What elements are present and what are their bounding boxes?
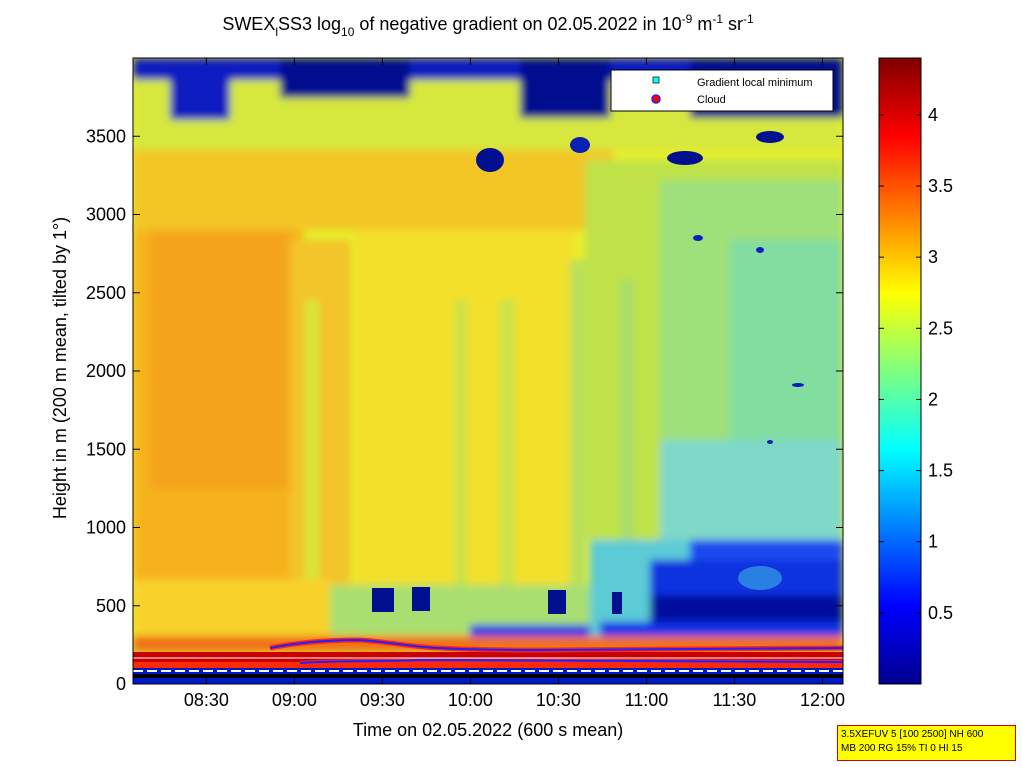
- x-tick-label: 12:00: [800, 690, 845, 710]
- y-axis: 0 500 1000 1500 2000 2500 3000 3500: [86, 126, 843, 694]
- colorbar-tick-label: 2: [928, 389, 938, 409]
- y-tick-label: 2000: [86, 361, 126, 381]
- colorbar-ticks: 0.5 1 1.5 2 2.5 3 3.5 4: [879, 105, 953, 623]
- x-axis-label: Time on 02.05.2022 (600 s mean): [353, 720, 624, 740]
- colorbar-tick-label: 1.5: [928, 461, 953, 481]
- y-tick-label: 1500: [86, 439, 126, 459]
- heatmap: [133, 58, 843, 684]
- colorbar-tick-label: 4: [928, 105, 938, 125]
- x-tick-label: 10:30: [536, 690, 581, 710]
- colorbar-tick-label: 2.5: [928, 318, 953, 338]
- y-tick-label: 3500: [86, 126, 126, 146]
- legend-marker-gradient-minimum: [652, 76, 660, 84]
- colorbar-tick-label: 3.5: [928, 176, 953, 196]
- legend-label-cloud: Cloud: [697, 94, 726, 106]
- x-tick-label: 09:30: [360, 690, 405, 710]
- legend: Gradient local minimum Cloud: [610, 69, 834, 112]
- y-tick-label: 2500: [86, 283, 126, 303]
- legend-label-gradient-minimum: Gradient local minimum: [697, 77, 813, 89]
- info-line-1: 3.5XEFUV 5 [100 2500] NH 600: [841, 729, 984, 740]
- colorbar: [878, 57, 922, 685]
- y-tick-label: 1000: [86, 518, 126, 538]
- colorbar-tick-label: 1: [928, 532, 938, 552]
- y-tick-label: 0: [116, 674, 126, 694]
- y-tick-label: 500: [96, 596, 126, 616]
- x-tick-label: 10:00: [448, 690, 493, 710]
- x-tick-label: 11:00: [625, 690, 669, 710]
- legend-marker-cloud: [651, 94, 661, 104]
- x-tick-label: 11:30: [713, 690, 757, 710]
- y-tick-label: 3000: [86, 205, 126, 225]
- y-axis-label: Height in m (200 m mean, tilted by 1°): [50, 217, 70, 519]
- colorbar-tick-label: 0.5: [928, 603, 953, 623]
- x-tick-label: 08:30: [184, 690, 229, 710]
- x-tick-label: 09:00: [272, 690, 317, 710]
- colorbar-tick-label: 3: [928, 247, 938, 267]
- x-axis: 08:30 09:00 09:30 10:00 10:30 11:00 11:30 12:00: [184, 58, 845, 710]
- settings-info-box: 3.5XEFUV 5 [100 2500] NH 600 MB 200 RG 1…: [837, 725, 1016, 761]
- info-line-2: MB 200 RG 15% TI 0 HI 15: [841, 743, 963, 754]
- chart-title: SWEXlSS3 log10 of negative gradient on 0…: [222, 12, 754, 39]
